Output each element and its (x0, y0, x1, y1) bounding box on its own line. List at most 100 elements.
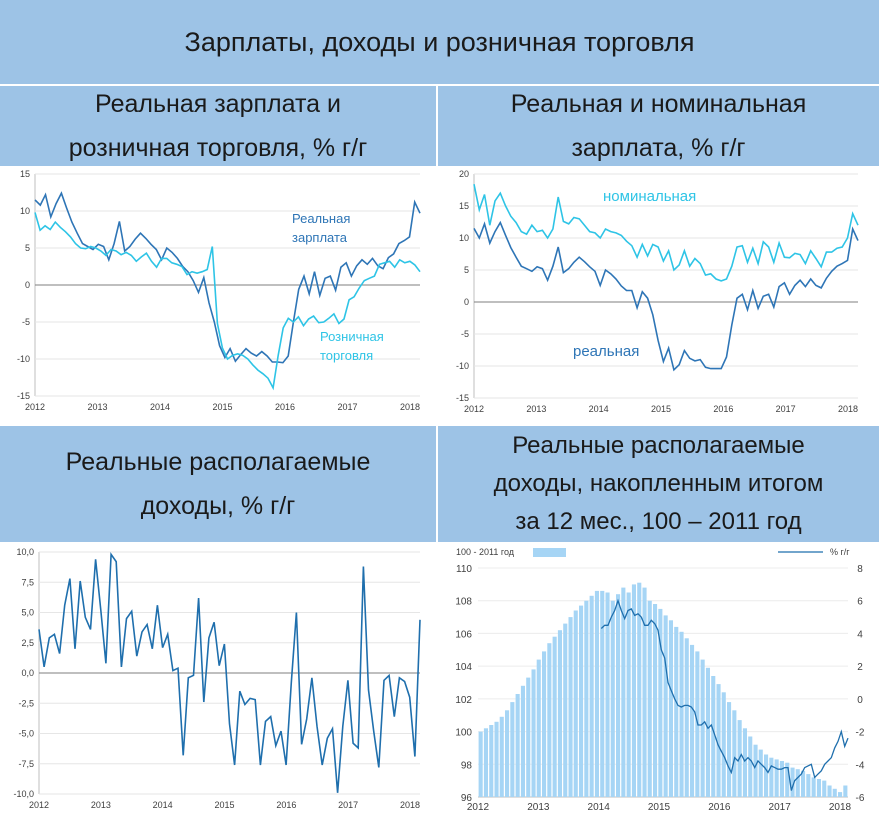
c2-annotation-1: номинальная (603, 188, 696, 205)
c1-y-tick-label: 15 (20, 169, 30, 179)
c1-annotation-2: торговля (320, 348, 373, 363)
c1-y-tick-label: 10 (20, 206, 30, 216)
c4-bar (600, 590, 605, 797)
c4-bar (769, 757, 774, 797)
c2-y-tick-label: 20 (459, 169, 469, 179)
c4-x-tick-label: 2014 (588, 802, 611, 813)
c3-y-tick-label: -7,5 (18, 759, 34, 769)
c3-y-tick-label: 10,0 (16, 547, 34, 557)
c1-y-tick-label: -10 (17, 354, 30, 364)
c4-bar (626, 592, 631, 797)
c4-y-right-tick-label: 4 (857, 629, 863, 640)
c4-bar (705, 667, 710, 797)
c2-y-tick-label: 0 (464, 297, 469, 307)
c4-bar (563, 623, 568, 797)
c4-bar (520, 685, 525, 797)
c2-series-line-2 (473, 220, 859, 372)
c3-x-tick-label: 2017 (338, 800, 358, 810)
panel-title-2-line-1: Реальная и номинальная (510, 90, 807, 118)
c4-bar (690, 644, 695, 797)
c4-y-right-tick-label: 2 (857, 662, 863, 673)
c2-annotation-2: реальная (573, 343, 639, 360)
c4-bar (700, 659, 705, 797)
c2-y-tick-label: 15 (459, 201, 469, 211)
panel-real-nominal-wage: 20 15 10 5 0 -5 -10 -15 2012 2013 2014 2015 2016 2017… (438, 166, 879, 424)
c2-y-tick-label: -5 (461, 329, 469, 339)
c4-y-left-tick-label: 108 (455, 597, 472, 608)
c4-y-left-tick-label: 102 (455, 695, 472, 706)
c4-bar (653, 604, 658, 797)
c3-x-tick-label: 2013 (91, 800, 111, 810)
c4-bar (838, 792, 843, 797)
c4-bar (510, 702, 515, 797)
c4-bar (568, 617, 573, 797)
c4-legend-bar-swatch (533, 548, 566, 557)
c4-bar (552, 636, 557, 797)
c4-y-right-tick-label: 0 (857, 695, 863, 706)
c4-y-right-tick-label: -6 (856, 793, 865, 804)
c3-y-tick-label: 5,0 (21, 608, 34, 618)
c4-bar (642, 587, 647, 797)
panel-title-1-line-1: Реальная зарплата и (95, 90, 341, 118)
c3-x-tick-label: 2016 (276, 800, 296, 810)
c3-y-tick-label: -5,0 (18, 729, 34, 739)
c1-x-tick-label: 2013 (87, 402, 107, 412)
panel-title-2-line-2: зарплата, % г/г (571, 134, 746, 162)
c3-y-tick-label: -10,0 (13, 789, 34, 799)
c3-y-tick-label: -2,5 (18, 698, 34, 708)
c3-series-line-1 (38, 552, 421, 793)
c1-x-tick-label: 2018 (400, 402, 420, 412)
c4-bar (684, 638, 689, 797)
c1-annotation-2: Розничная (320, 329, 384, 344)
c1-series-line-2 (34, 212, 421, 391)
c4-y-left-tick-label: 96 (461, 793, 473, 804)
c2-x-tick-label: 2013 (526, 404, 546, 414)
c4-bar (774, 759, 779, 797)
c4-y-right-tick-label: -2 (856, 728, 865, 739)
c4-bar (631, 584, 636, 797)
c4-bar (594, 590, 599, 797)
c4-bar (721, 692, 726, 797)
c2-y-tick-label: 5 (464, 265, 469, 275)
c3-x-tick-label: 2015 (214, 800, 234, 810)
c4-bar (489, 725, 494, 797)
c3-y-tick-label: 0,0 (21, 668, 34, 678)
c4-bar (536, 659, 541, 797)
c4-bar (557, 630, 562, 797)
c4-bar (579, 605, 584, 797)
c4-bar (573, 610, 578, 797)
c1-y-tick-label: 5 (25, 243, 30, 253)
c3-x-tick-label: 2014 (153, 800, 173, 810)
panel-title-3: Реальные располагаемые доходы, % г/г (0, 426, 436, 542)
c2-y-tick-label: -15 (456, 393, 469, 403)
panel-title-4-line-2: доходы, накопленным итогом (493, 470, 824, 497)
c4-bar (779, 761, 784, 797)
panel-title-3-line-1: Реальные располагаемые (65, 448, 371, 476)
c3-x-tick-label: 2012 (29, 800, 49, 810)
c4-series-line (600, 598, 849, 791)
c4-bar (764, 754, 769, 797)
c2-x-tick-label: 2018 (838, 404, 858, 414)
c4-bar (801, 770, 806, 797)
c2-x-tick-label: 2015 (651, 404, 671, 414)
c4-bar (505, 710, 510, 797)
c4-bar (843, 785, 848, 797)
panel-title-1-line-2: розничная торговля, % г/г (68, 134, 368, 162)
c4-bar (584, 600, 589, 797)
c4-y-right-tick-label: 8 (857, 564, 863, 575)
c4-bar (832, 788, 837, 797)
c4-y-left-tick-label: 110 (456, 564, 472, 575)
panel-real-wage-retail: 15 10 5 0 -5 -10 -15 2012 2013 2014 2015 2016 2017 20… (0, 166, 436, 424)
c4-bar (616, 594, 621, 797)
panel-title-4: Реальные располагаемые доходы, накопленн… (438, 426, 879, 542)
c4-y-left-tick-label: 98 (461, 760, 473, 771)
c4-bar (483, 728, 488, 797)
c4-bar (531, 669, 536, 797)
c4-x-tick-label: 2018 (829, 802, 852, 813)
c4-bar (542, 651, 547, 797)
c4-bar (742, 728, 747, 797)
c4-y-left-tick-label: 100 (455, 728, 472, 739)
c4-bar (610, 600, 615, 797)
c3-y-tick-label: 2,5 (21, 638, 34, 648)
